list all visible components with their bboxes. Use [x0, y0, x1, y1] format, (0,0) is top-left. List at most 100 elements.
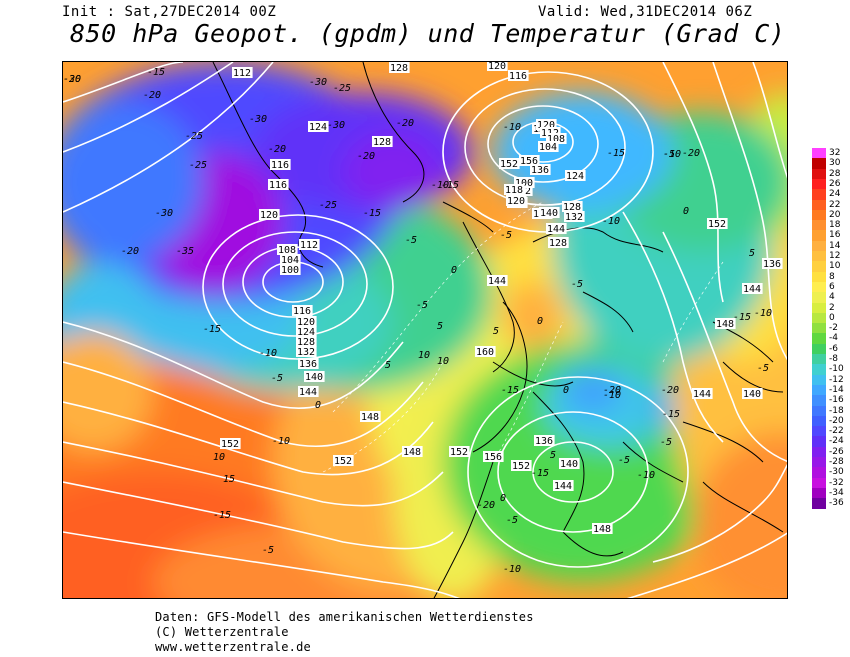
geopotential-label: 118 — [505, 185, 523, 196]
geopotential-label-box — [296, 336, 317, 347]
geopotential-label-box — [692, 388, 713, 399]
temperature-label: -5 — [405, 235, 417, 246]
temperature-label: 5 — [385, 360, 391, 371]
temperature-label: -10 — [503, 564, 521, 575]
footer-website[interactable]: www.wetterzentrale.de — [155, 640, 311, 654]
geopotential-label-box — [402, 446, 423, 457]
geopotential-label: 140 — [743, 389, 761, 400]
scale-label: -30 — [829, 467, 844, 478]
geopotential-label: 116 — [509, 71, 527, 82]
temperature-label: -5 — [663, 149, 675, 160]
scale-swatch — [812, 384, 826, 396]
geopotential-label-box — [299, 239, 320, 250]
scale-swatch — [812, 436, 826, 448]
geopotential-label: 116 — [271, 160, 289, 171]
geopotential-label-box — [475, 346, 496, 357]
scale-swatch — [812, 230, 826, 242]
scale-label: 24 — [829, 189, 841, 200]
geopotential-label-box — [538, 141, 559, 152]
geopotential-label-box — [298, 358, 319, 369]
temperature-label: -10 — [503, 122, 521, 133]
temperature-label: -20 — [357, 151, 375, 162]
geopotential-label-box — [277, 244, 298, 255]
geopotential-label-box — [296, 346, 317, 357]
geopotential-label-box — [296, 326, 317, 337]
temperature-label: -30 — [63, 74, 81, 85]
geopotential-label: 148 — [403, 447, 421, 458]
valid-time: Valid: Wed,31DEC2014 06Z — [538, 4, 753, 20]
geopotential-label-box — [592, 523, 613, 534]
scale-label: 8 — [829, 271, 835, 282]
scale-label: -18 — [829, 405, 844, 416]
temperature-label: -15 — [363, 208, 381, 219]
geopotential-label: 148 — [716, 319, 734, 330]
geopotential-label: 116 — [269, 180, 287, 191]
scale-label: -2 — [829, 323, 838, 334]
geopotential-label: 128 — [297, 337, 315, 348]
geopotential-label-box — [259, 209, 280, 220]
temperature-label: -20 — [661, 385, 679, 396]
scale-swatch — [812, 312, 826, 324]
geopotential-label: 148 — [361, 412, 379, 423]
scale-label: 6 — [829, 281, 835, 292]
geopotential-label: 100 — [515, 178, 533, 189]
geopotential-label-box — [762, 258, 783, 269]
footer-data-source: Daten: GFS-Modell des amerikanischen Wet… — [155, 610, 534, 624]
geopotential-label-box — [546, 223, 567, 234]
temperature-label: -30 — [249, 114, 267, 125]
scale-label: 4 — [829, 292, 835, 303]
temperature-label: -25 — [333, 83, 351, 94]
temperature-label: -30 — [309, 77, 327, 88]
geopotential-label: 120 — [488, 62, 506, 72]
scale-swatch — [812, 323, 826, 334]
scale-label: -16 — [829, 395, 844, 406]
color-scale: 32 30 28 26 24 22 20 18 16 14 12 10 8 6 4 2 0 -2 -4 -6 -8 -10… — [812, 148, 850, 516]
geopotential-label-box — [519, 155, 540, 166]
geopotential-label-box — [742, 283, 763, 294]
geopotential-label-box — [508, 70, 529, 81]
geopotential-label: 128 — [563, 202, 581, 213]
scale-label: 22 — [829, 199, 841, 210]
geopotential-label: 124 — [566, 171, 584, 182]
isotherms — [322, 201, 724, 473]
temperature-label: 0 — [683, 206, 689, 217]
scale-label: -8 — [829, 354, 838, 364]
geopotential-label-box — [292, 305, 313, 316]
weather-map: 112 128 120 116 124 116 128 116 120 112 108 104 100 1… — [62, 61, 788, 599]
scale-swatch — [812, 333, 826, 345]
scale-label: -6 — [829, 343, 838, 354]
temperature-label: 10 — [418, 350, 430, 361]
scale-swatch — [812, 354, 826, 365]
geopotential-label: 116 — [293, 306, 311, 317]
geopotential-label: 144 — [554, 481, 572, 492]
temperature-label: 0 — [500, 493, 506, 504]
geopotential-label-box — [360, 411, 381, 422]
temperature-label: -30 — [155, 208, 173, 219]
geopotential-label: 140 — [305, 372, 323, 383]
temperature-label: -5 — [262, 545, 274, 556]
geopotential-label: 108 — [547, 134, 565, 145]
scale-label: 18 — [829, 220, 841, 231]
temperature-label: 0 — [537, 316, 543, 327]
geopotential-label-box — [504, 184, 525, 195]
geopotential-label: 160 — [476, 347, 494, 358]
geopotential-label: 140 — [540, 208, 558, 219]
geopotential-label-box — [449, 446, 470, 457]
geopotential-label: 104 — [281, 255, 299, 266]
temperature-label: -15 — [203, 324, 221, 335]
temperature-label: -15 — [531, 468, 549, 479]
scale-label: 20 — [829, 209, 841, 220]
map-title: 850 hPa Geopot. (gpdm) und Temperatur (G… — [70, 19, 786, 48]
geopotential-label-box — [539, 207, 560, 218]
geopotential-label-box — [559, 458, 580, 469]
scale-swatch — [812, 374, 826, 386]
temperature-label: -5 — [660, 437, 672, 448]
temperature-label: -5 — [271, 373, 283, 384]
temperature-label: -5 — [571, 279, 583, 290]
scale-swatch — [812, 477, 826, 489]
geopotential-label-box — [483, 451, 504, 462]
geopotential-label: 144 — [743, 284, 761, 295]
geopotential-label: 136 — [763, 259, 781, 270]
scale-swatch — [812, 271, 826, 283]
geopotential-label: 128 — [373, 137, 391, 148]
